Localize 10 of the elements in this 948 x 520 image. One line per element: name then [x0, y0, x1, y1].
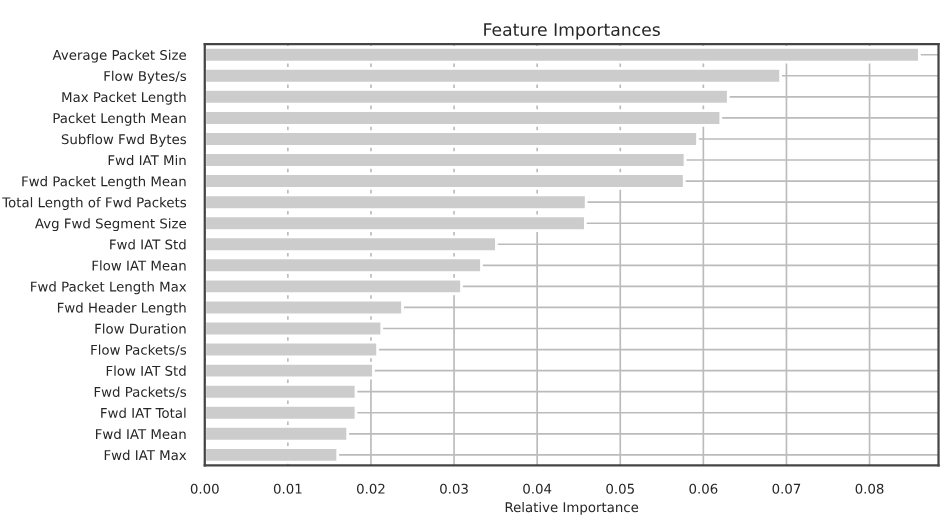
bar: [204, 256, 483, 275]
bar: [204, 382, 358, 401]
bar: [204, 319, 384, 338]
chart-title: Feature Importances: [484, 23, 660, 40]
bar: [204, 298, 404, 317]
bar: [204, 340, 379, 359]
bar: [204, 277, 463, 296]
bar: [204, 361, 375, 380]
bar: [204, 235, 498, 254]
bar: [204, 45, 921, 64]
